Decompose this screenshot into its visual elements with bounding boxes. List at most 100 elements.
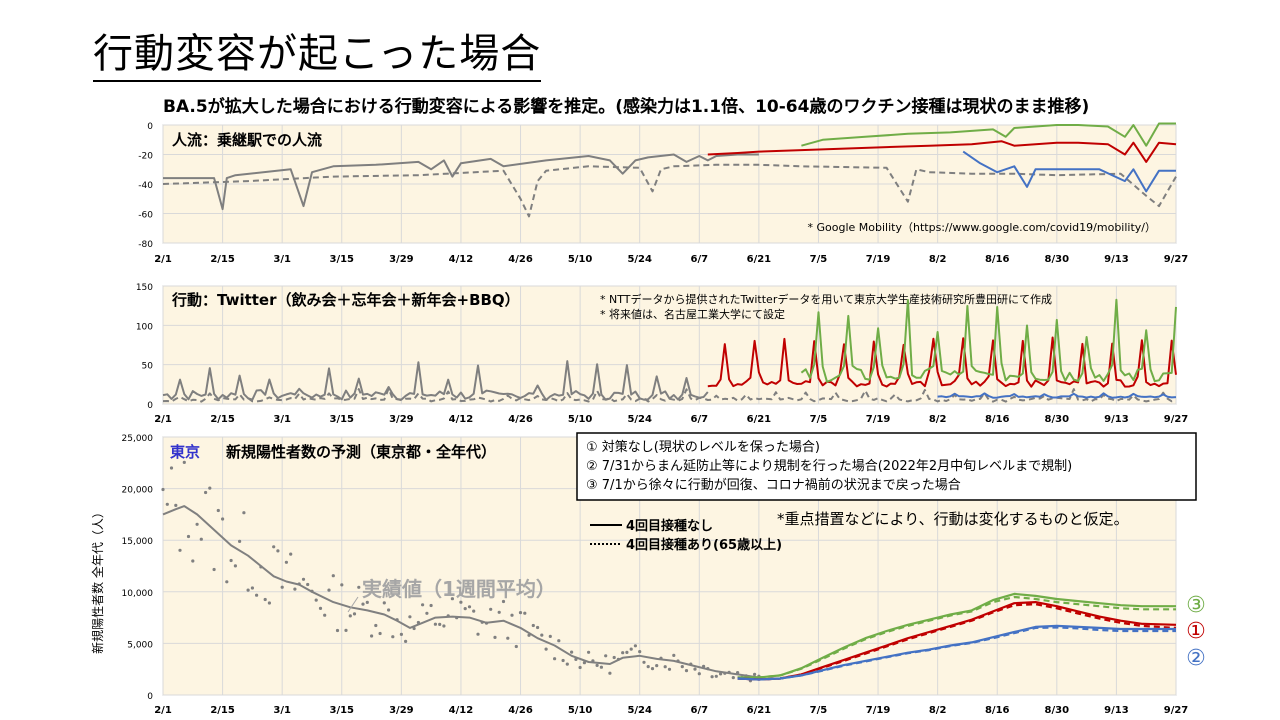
- daily-case-point: [284, 560, 288, 564]
- cases-series-line: [737, 626, 1176, 681]
- daily-case-point: [612, 655, 616, 660]
- panel-3-y-tick-label: 5,000: [127, 640, 153, 650]
- panel-3-y-tick-label: 15,000: [122, 537, 154, 547]
- panel-2-x-tick-label: 7/19: [866, 414, 891, 425]
- twitter-series-line: [707, 336, 1177, 388]
- panel-3-x-tick-label: 6/21: [747, 705, 772, 716]
- panel-2-x-tick-label: 3/1: [273, 414, 291, 425]
- daily-case-point: [608, 671, 612, 675]
- panel-1-x-tick-label: 9/27: [1164, 254, 1189, 265]
- panel-3-x-tick-label: 8/30: [1045, 705, 1070, 716]
- slide-title: 行動変容が起こった場合: [93, 30, 542, 82]
- panel-3-x-tick-label: 2/15: [210, 705, 235, 716]
- daily-case-point: [425, 611, 429, 615]
- daily-case-point: [557, 639, 561, 643]
- daily-case-point: [399, 632, 403, 637]
- daily-case-point: [582, 661, 587, 665]
- daily-case-point: [476, 632, 480, 636]
- daily-case-point: [318, 606, 323, 611]
- daily-case-point: [289, 552, 293, 556]
- twitter-series-line: [162, 387, 1177, 403]
- panel-1-x-tick-label: 4/12: [449, 254, 474, 265]
- daily-case-point: [365, 600, 369, 605]
- daily-case-point: [655, 664, 659, 668]
- scenario-legend-item: ② 7/31からまん延防止等により規制を行った場合(2022年2月中旬レベルまで…: [586, 458, 1072, 474]
- daily-case-point: [370, 634, 374, 638]
- panel-1-x-tick-label: 6/7: [691, 254, 709, 265]
- daily-case-point: [497, 610, 501, 614]
- panel-3-x-tick-label: 4/26: [508, 705, 533, 716]
- panel-3-y-tick-label: 10,000: [122, 589, 154, 599]
- daily-case-point: [208, 486, 212, 490]
- daily-case-point: [352, 612, 357, 616]
- scenario-legend-item: ③ 7/1から徐々に行動が回復、コロナ禍前の状況まで戻った場合: [586, 477, 961, 493]
- panel-1-x-tick-label: 6/21: [747, 254, 772, 265]
- panel-1-x-tick-label: 5/24: [627, 254, 652, 265]
- panel-3-x-tick-label: 8/2: [929, 705, 947, 716]
- daily-case-point: [472, 609, 476, 613]
- daily-case-point: [540, 633, 544, 637]
- daily-case-point: [467, 605, 472, 609]
- panel-3-y-tick-label: 20,000: [122, 486, 154, 496]
- daily-case-point: [710, 675, 714, 679]
- daily-case-point: [178, 548, 182, 552]
- panel-2-x-tick-label: 7/5: [810, 414, 828, 425]
- daily-case-point: [421, 603, 425, 607]
- daily-case-point: [536, 625, 540, 630]
- panel-3-y-tick-label: 25,000: [122, 434, 154, 444]
- panel-3-x-tick-label: 5/10: [568, 705, 593, 716]
- panel-3-x-tick-label: 8/16: [985, 705, 1010, 716]
- panel-1-y-tick-label: -40: [138, 181, 153, 191]
- daily-case-point: [625, 650, 629, 655]
- panel-1-x-tick-label: 3/29: [389, 254, 414, 265]
- daily-case-point: [382, 601, 386, 605]
- daily-case-point: [693, 667, 697, 671]
- daily-case-point: [174, 503, 178, 507]
- daily-case-point: [165, 502, 169, 506]
- panel-2-x-tick-label: 8/30: [1045, 414, 1070, 425]
- daily-case-point: [650, 667, 655, 671]
- panel-2-x-tick-label: 5/10: [568, 414, 593, 425]
- panel-3-x-tick-label: 5/24: [627, 705, 652, 716]
- daily-case-point: [238, 539, 242, 544]
- daily-case-point: [408, 615, 412, 619]
- cases-series-line: [162, 505, 760, 679]
- panel-1-x-tick-label: 7/19: [866, 254, 891, 265]
- panel-3-y-tick-label: 0: [147, 692, 153, 702]
- twitter-series-line: [800, 298, 1177, 383]
- daily-case-point: [429, 603, 433, 608]
- twitter-chart-note: * NTTデータから提供されたTwitterデータを用いて東京大学生産技術研究所…: [600, 292, 1052, 306]
- daily-case-point: [493, 635, 497, 640]
- daily-case-point: [506, 636, 510, 640]
- panel-1-x-tick-label: 9/13: [1104, 254, 1129, 265]
- daily-case-point: [438, 622, 442, 627]
- cases-y-axis-label: 新規陽性者数 全年代（人）: [90, 506, 105, 654]
- daily-case-point: [663, 665, 667, 669]
- panel-3-x-tick-label: 7/19: [866, 705, 891, 716]
- daily-case-point: [719, 672, 723, 676]
- daily-case-point: [442, 624, 446, 628]
- daily-case-point: [327, 588, 331, 592]
- daily-case-point: [463, 607, 467, 611]
- daily-case-point: [182, 460, 186, 464]
- daily-case-point: [233, 564, 237, 568]
- panel-1-x-tick-label: 8/2: [929, 254, 947, 265]
- mobility-chart-title: 人流：乗継駅での人流: [172, 131, 322, 149]
- daily-case-point: [250, 586, 254, 590]
- daily-case-point: [672, 653, 676, 658]
- actual-label-pointer: [347, 596, 359, 613]
- panel-2-x-tick-label: 2/1: [154, 414, 172, 425]
- panel-2-x-tick-label: 9/13: [1104, 414, 1129, 425]
- daily-case-point: [565, 662, 569, 666]
- legend-dotted-label: 4回目接種あり(65歳以上): [626, 537, 782, 553]
- mobility-series-line: [163, 153, 759, 211]
- panel-2-x-tick-label: 6/21: [747, 414, 772, 425]
- slide-subtitle: BA.5が拡大した場合における行動変容による影響を推定。(感染力は1.1倍、10…: [163, 97, 1090, 117]
- mobility-series-line: [162, 163, 1177, 218]
- panel-3-x-tick-label: 6/7: [691, 705, 709, 716]
- daily-case-point: [276, 549, 280, 553]
- panel-3-x-tick-label: 7/5: [810, 705, 828, 716]
- daily-case-point: [229, 558, 233, 563]
- daily-case-point: [387, 608, 391, 612]
- daily-case-point: [531, 623, 535, 628]
